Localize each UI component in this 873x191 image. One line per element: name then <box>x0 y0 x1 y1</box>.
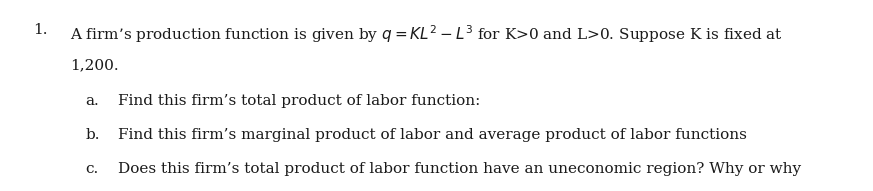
Text: Find this firm’s total product of labor function:: Find this firm’s total product of labor … <box>118 94 480 108</box>
Text: Does this firm’s total product of labor function have an uneconomic region? Why : Does this firm’s total product of labor … <box>118 162 801 176</box>
Text: c.: c. <box>86 162 99 176</box>
Text: b.: b. <box>86 128 100 142</box>
Text: 1.: 1. <box>33 23 48 37</box>
Text: A firm’s production function is given by $q = KL^2 - L^3$ for K>0 and L>0. Suppo: A firm’s production function is given by… <box>70 23 783 45</box>
Text: Find this firm’s marginal product of labor and average product of labor function: Find this firm’s marginal product of lab… <box>118 128 746 142</box>
Text: a.: a. <box>86 94 100 108</box>
Text: 1,200.: 1,200. <box>70 58 119 72</box>
